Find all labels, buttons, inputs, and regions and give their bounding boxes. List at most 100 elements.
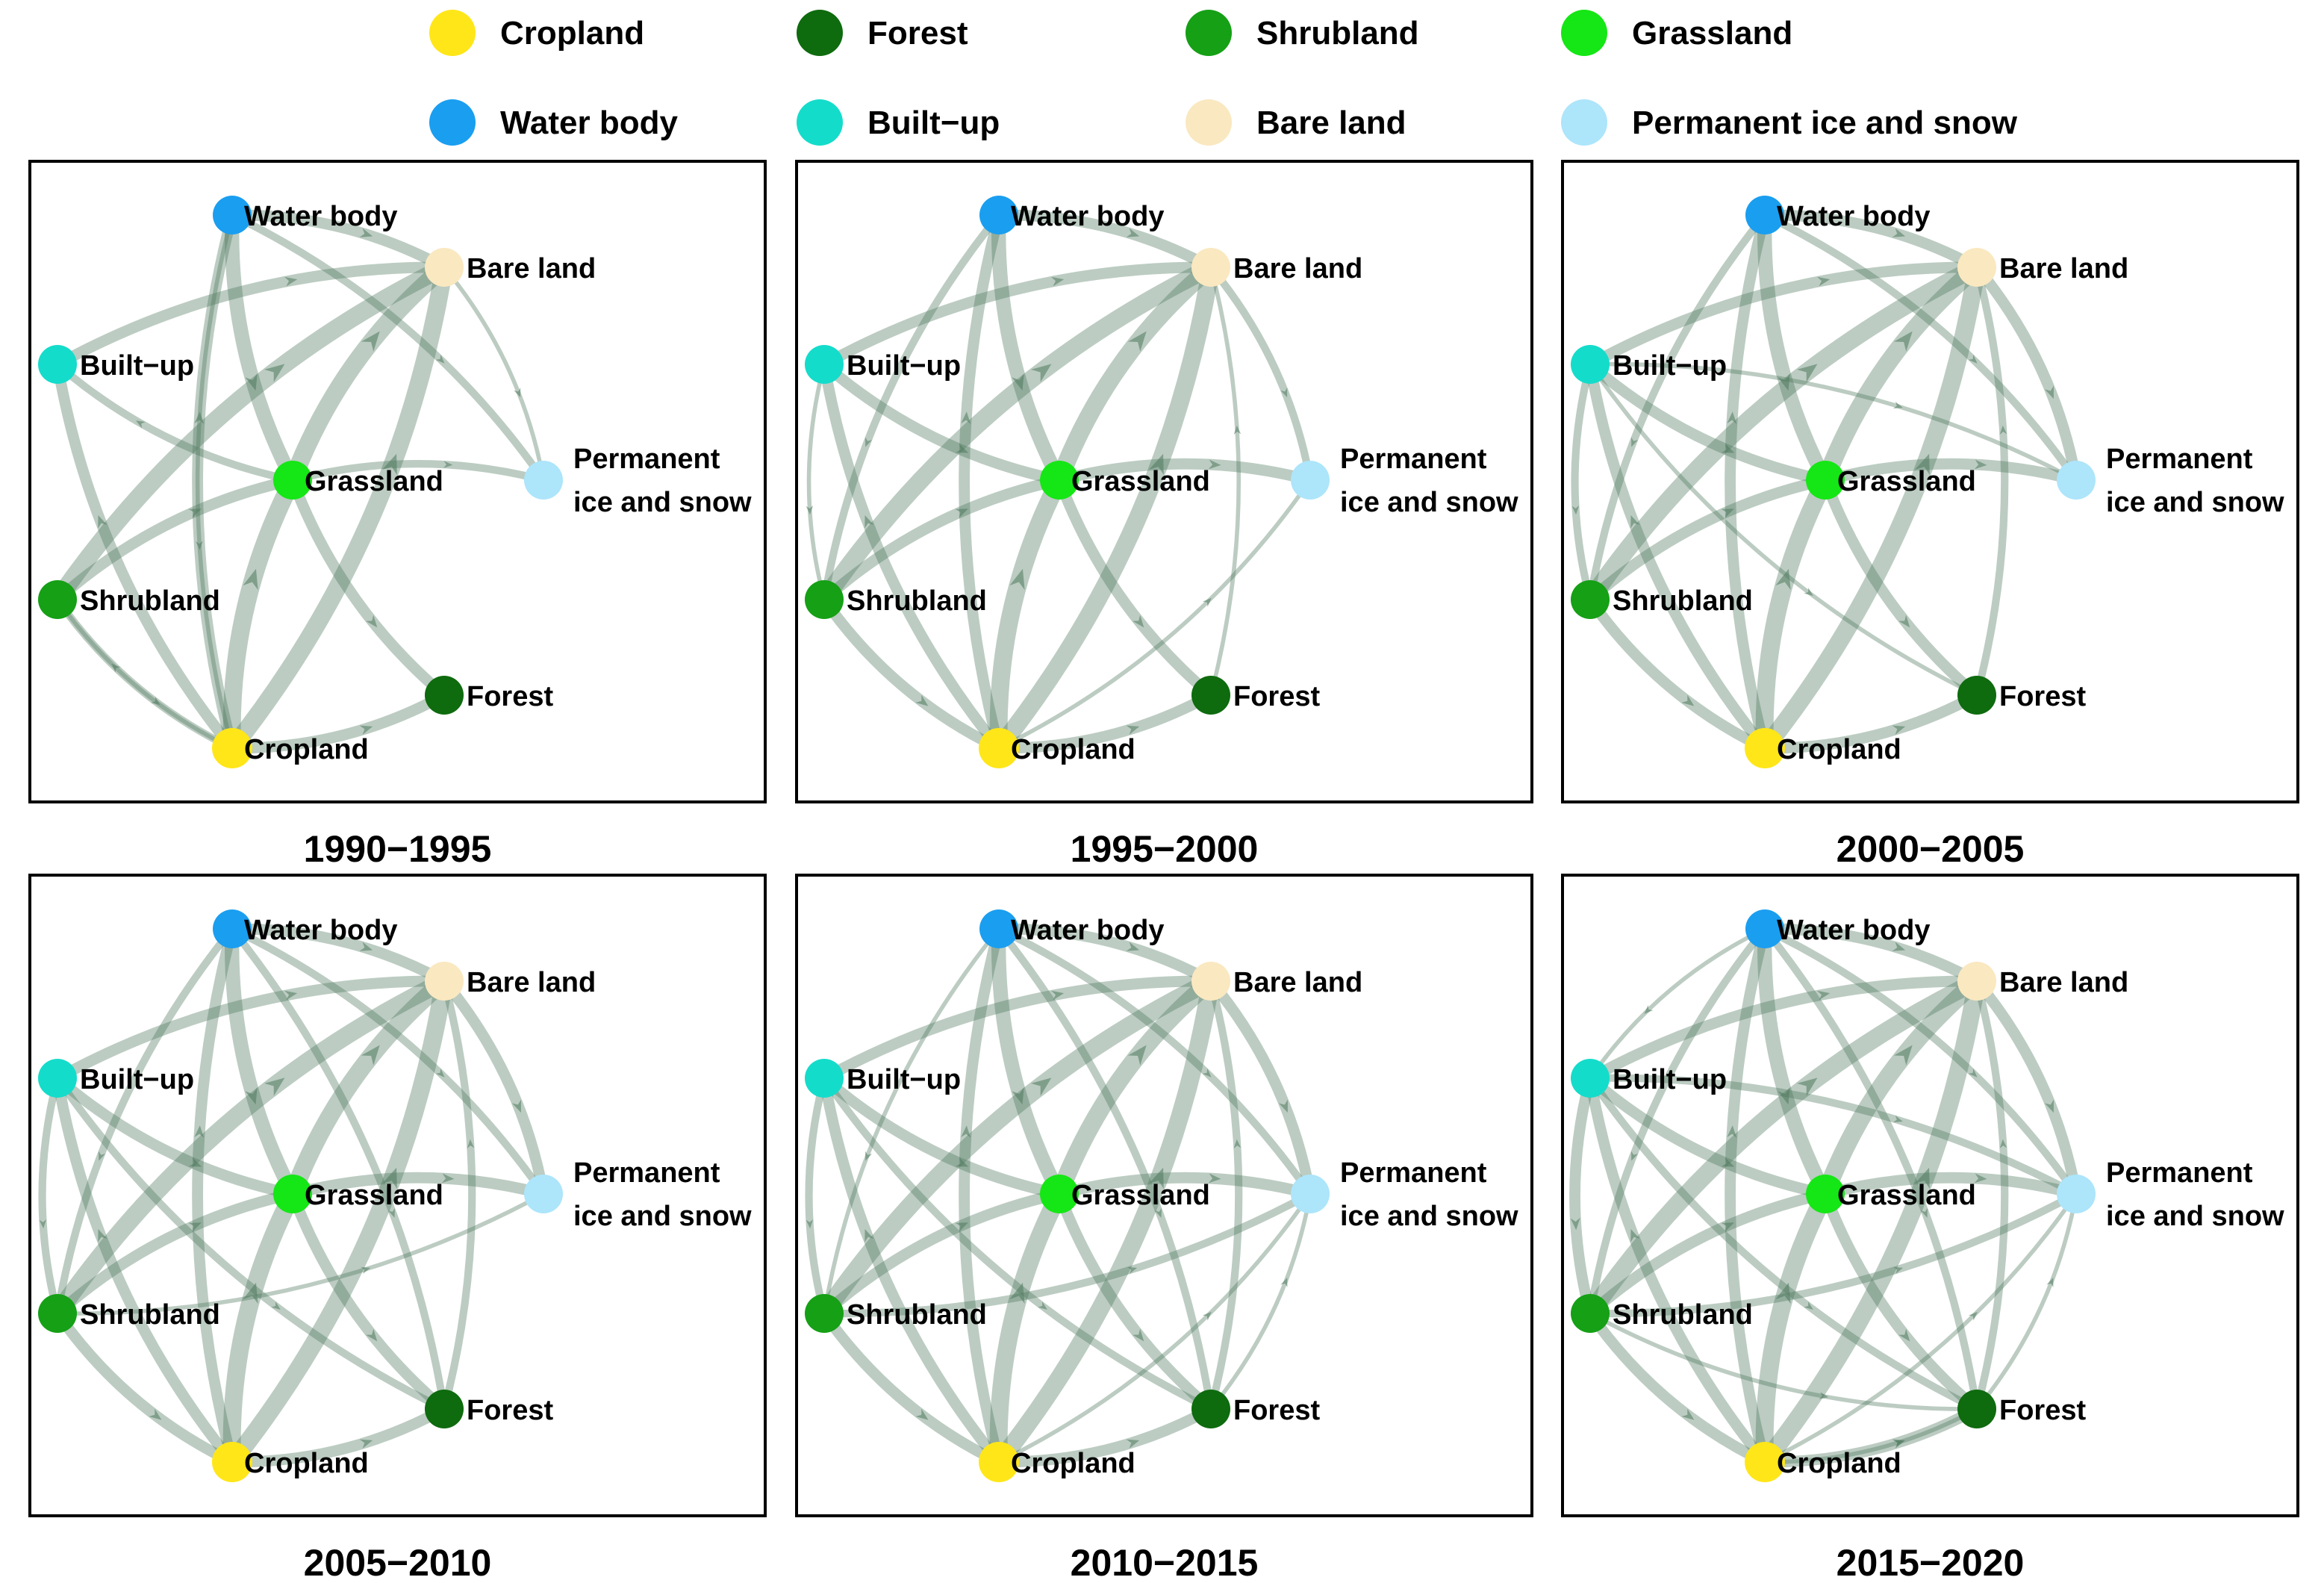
flow-edge-water-to-ice — [1760, 924, 2081, 1198]
flow-edge-cropland-to-forest — [1763, 1407, 1979, 1464]
flow-arrow-builtup-to-bare — [1051, 990, 1065, 1001]
flow-edge-shrubland-to-grassland — [818, 1188, 1065, 1319]
node-label-ice: Permanent — [1340, 444, 1487, 475]
flow-arrow-water-to-bare — [1892, 942, 1906, 951]
node-label-ice: ice and snow — [1340, 1201, 1518, 1232]
node-label-water: Water body — [1777, 915, 1931, 946]
flow-edge-cropland-to-water — [1725, 209, 1771, 754]
flow-edge-water-to-grassland — [991, 921, 1067, 1201]
flow-arrow-builtup-to-shrubland — [39, 1219, 47, 1229]
flow-edge-builtup-to-bare — [52, 975, 450, 1084]
flow-edge-water-to-cropland — [195, 213, 234, 750]
flow-edge-shrubland-to-cropland — [1584, 594, 1771, 754]
node-cropland — [212, 728, 252, 768]
flow-edge-builtup-to-forest — [820, 1074, 1215, 1413]
flow-arrow-forest-to-bare — [467, 1139, 475, 1149]
panel-3: Water body Bare land Built−up Permanent ice … — [28, 874, 767, 1583]
flow-edge-grassland-to-forest — [1053, 474, 1217, 701]
flow-arrow-grassland-to-bare — [1893, 331, 1913, 352]
flow-edge-cropland-to-builtup — [1584, 358, 1771, 754]
node-cropland — [1745, 1442, 1785, 1482]
node-label-forest: Forest — [1999, 681, 2086, 712]
node-shrubland — [805, 1294, 844, 1333]
flow-edge-cropland-to-water — [192, 923, 238, 1468]
node-label-shrubland: Shrubland — [80, 585, 220, 617]
flow-edge-shrubland-to-grassland — [1584, 474, 1831, 606]
flow-edge-shrubland-to-cropland — [818, 594, 1005, 754]
flow-arrow-cropland-to-builtup — [98, 515, 108, 529]
flow-edge-shrubland-to-ice — [820, 1189, 1315, 1318]
node-bare — [425, 962, 464, 1001]
flow-edge-builtup-to-bare — [52, 261, 450, 370]
legend-swatch-water — [429, 99, 476, 146]
flow-edge-water-to-bare — [993, 209, 1217, 273]
node-label-ice: ice and snow — [573, 1201, 752, 1232]
flow-arrow-cropland-to-forest — [1126, 1439, 1140, 1449]
flow-edge-grassland-to-builtup — [53, 360, 297, 485]
flow-arrow-builtup-to-grassland — [188, 1157, 202, 1167]
flow-edge-grassland-to-ice — [288, 460, 548, 485]
flow-arrow-water-to-bare — [1892, 228, 1906, 237]
flow-arrow-shrubland-to-grassland — [1721, 1222, 1734, 1232]
flow-edge-water-to-forest — [994, 924, 1215, 1413]
node-label-ice: ice and snow — [1340, 487, 1518, 518]
node-bare — [1957, 248, 1996, 287]
node-label-ice: ice and snow — [2106, 487, 2284, 518]
flow-arrow-bare-to-ice — [511, 1099, 522, 1113]
flow-arrow-cropland-to-water — [1727, 411, 1737, 424]
node-label-grassland: Grassland — [305, 466, 443, 497]
flow-arrow-shrubland-to-cropland — [915, 694, 929, 706]
flow-arrow-cropland-to-bare — [1915, 453, 1930, 476]
flow-arrow-shrubland-to-ice — [361, 1266, 371, 1275]
flow-arrow-shrubland-to-bare — [264, 364, 285, 382]
flow-arrow-water-to-builtup — [1644, 1005, 1654, 1014]
flow-arrow-forest-to-bare — [1233, 425, 1242, 435]
node-builtup — [1571, 345, 1610, 384]
flow-edge-water-to-ice — [994, 924, 1315, 1198]
flow-arrow-forest-to-ice — [1280, 1277, 1288, 1287]
flow-arrow-builtup-to-forest — [1038, 1301, 1047, 1310]
flow-edge-builtup-to-bare — [818, 975, 1217, 1084]
legend-label-forest: Forest — [867, 15, 968, 52]
node-ice — [524, 461, 563, 500]
flow-edge-builtup-to-shrubland — [806, 362, 826, 602]
node-label-cropland: Cropland — [1011, 734, 1135, 765]
flow-arrow-water-to-bare — [359, 942, 373, 951]
flow-edge-cropland-to-grassland — [1755, 1185, 1834, 1471]
flow-edge-builtup-to-grassland — [1584, 1072, 1831, 1200]
flow-arrow-water-to-grassland — [1012, 373, 1024, 391]
node-bare — [1191, 248, 1230, 287]
flow-arrow-cropland-to-bare — [1149, 1167, 1164, 1189]
flow-arrow-builtup-to-bare — [284, 990, 298, 1001]
node-label-water: Water body — [244, 201, 398, 232]
legend-swatch-grassland — [1561, 10, 1607, 56]
flow-arrow-cropland-to-shrubland — [111, 663, 121, 673]
legend-label-cropland: Cropland — [500, 15, 644, 52]
flow-arrow-builtup-to-bare — [1817, 276, 1831, 287]
flow-edge-builtup-to-grassland — [52, 1072, 299, 1200]
node-label-grassland: Grassland — [1837, 466, 1976, 497]
node-label-forest: Forest — [467, 681, 553, 712]
flow-edge-grassland-to-ice — [1053, 1172, 1316, 1200]
node-grassland — [273, 1175, 312, 1213]
node-water — [213, 196, 252, 234]
flow-arrow-cropland-to-bare — [1149, 453, 1164, 476]
panel-0: Water body Bare land Built−up Permanent ice … — [28, 160, 767, 870]
node-shrubland — [805, 580, 844, 619]
node-builtup — [805, 345, 844, 384]
flow-arrow-builtup-to-grassland — [1721, 1157, 1735, 1167]
flow-arrow-bare-to-ice — [1280, 388, 1288, 398]
node-label-builtup: Built−up — [847, 350, 961, 382]
flow-arrow-grassland-to-bare — [1127, 331, 1147, 352]
node-label-builtup: Built−up — [80, 350, 194, 382]
node-label-cropland: Cropland — [1011, 1448, 1135, 1479]
flow-arrow-water-to-shrubland — [1631, 437, 1638, 447]
flow-edge-grassland-to-bare — [284, 972, 453, 1203]
legend-swatch-bare — [1186, 99, 1232, 146]
node-label-shrubland: Shrubland — [1613, 585, 1753, 617]
flow-arrow-grassland-to-forest — [1133, 615, 1144, 628]
flow-arrow-water-to-grassland — [1012, 1087, 1024, 1105]
node-label-ice: Permanent — [1340, 1157, 1487, 1189]
legend-label-builtup: Built−up — [867, 105, 1000, 141]
node-ice — [524, 1175, 563, 1213]
